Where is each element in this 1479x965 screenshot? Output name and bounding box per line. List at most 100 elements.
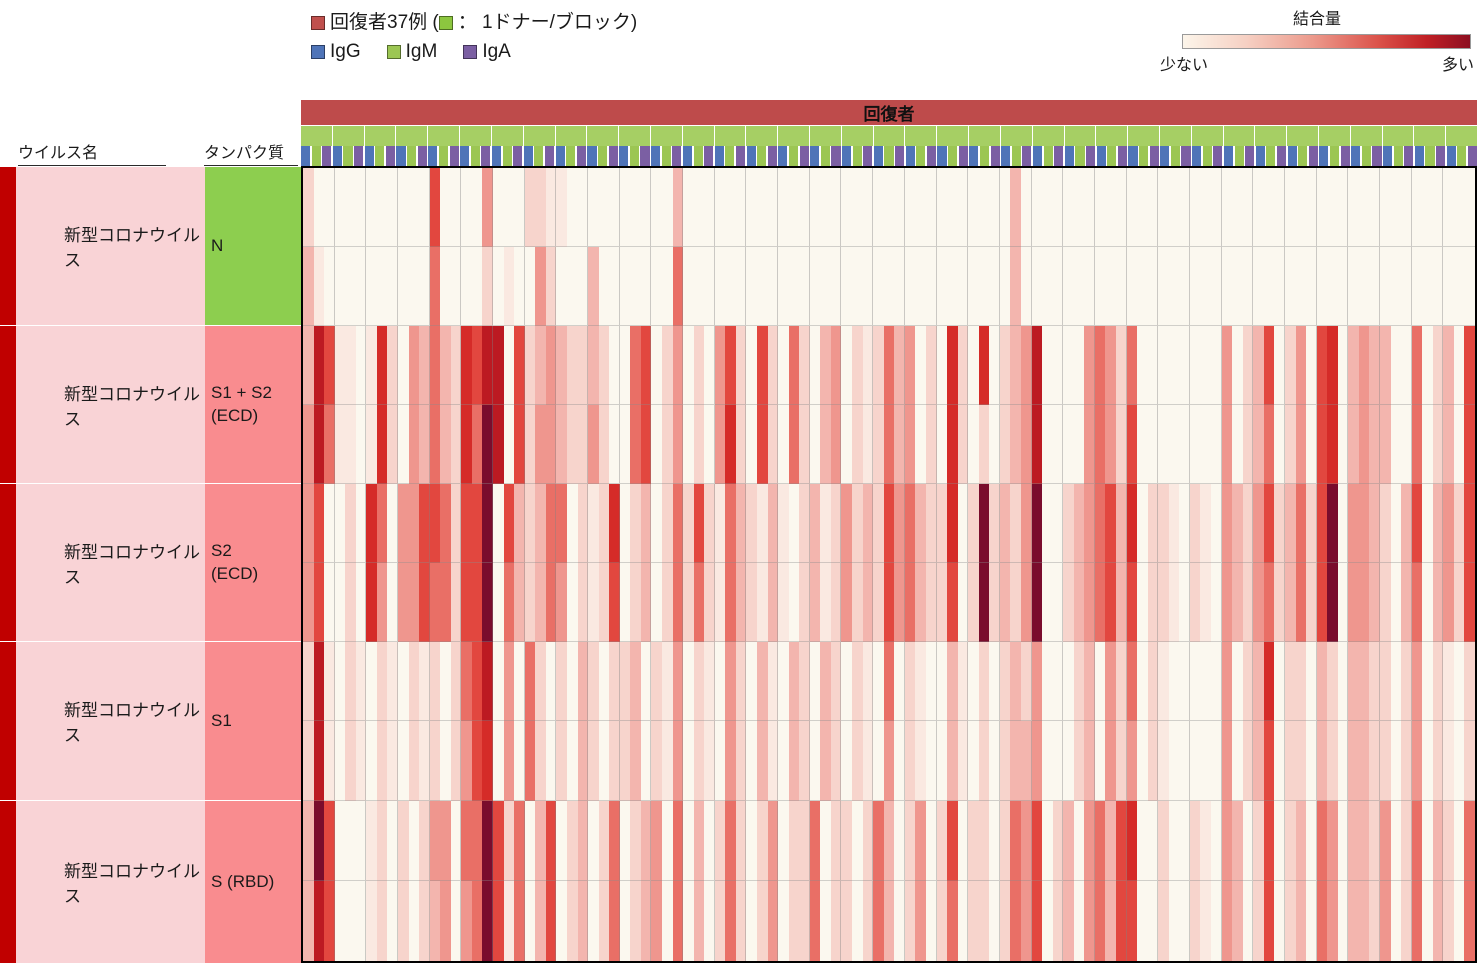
heatmap-cell [757,801,768,881]
heatmap-cell [989,405,1000,484]
heatmap-cell [440,881,451,961]
heatmap-cell [1348,642,1359,721]
heatmap-cell [345,881,356,961]
donor-block [1287,126,1319,146]
heatmap-cell [408,801,420,881]
heatmap-cell [1116,642,1127,721]
heatmap-cell [1094,881,1106,961]
heatmap-cell [387,168,399,247]
heatmap-cell [746,326,758,405]
heatmap-cell [1232,168,1243,247]
heatmap-cell [1358,721,1370,801]
heatmap-cell [957,801,969,881]
heatmap-cell [989,881,1000,961]
igm-column-marker [629,146,639,166]
heatmap-cell [303,405,314,484]
heatmap-cell [883,563,895,642]
heatmap-cell [1211,168,1222,247]
heatmap-cell [493,326,504,405]
heatmap-cell [1390,721,1402,801]
heatmap-cell [661,721,673,801]
heatmap-cell [493,405,504,484]
heatmap-cell [471,168,483,247]
heatmap-cell [820,881,831,961]
igg-column-marker [1383,146,1393,166]
heatmap-cell [1042,326,1053,405]
heatmap-cell [1031,247,1043,326]
heatmap-cell [1295,168,1307,247]
heatmap-cell [778,168,789,247]
heatmap-cell [725,484,736,563]
heatmap-cell [1348,326,1359,405]
heatmap-cell [524,484,536,563]
heatmap-cell [1274,247,1285,326]
heatmap-cell [714,405,726,484]
heatmap-cell [873,721,884,801]
donor-block [555,126,588,146]
igg-column-marker [1064,146,1074,166]
heatmap-cell [757,484,768,563]
heatmap-cell [398,405,409,484]
heatmap-cell [1411,801,1423,881]
igm-column-marker [343,146,353,166]
row-s1: 新型コロナウイルス S1 [0,642,301,801]
heatmap-cell [577,721,589,801]
heatmap-cell [683,721,694,801]
heatmap-cell [1020,168,1032,247]
heatmap-cell [1263,563,1275,642]
heatmap-cell [1010,326,1021,405]
heatmap-cell [862,168,874,247]
heatmap-cell [1401,563,1412,642]
heatmap-cell [1084,642,1095,721]
heatmap-cell [862,881,874,961]
heatmap-cell [1200,168,1212,247]
heatmap-cell [852,247,863,326]
heatmap-cell [1284,563,1296,642]
virus-name: 新型コロナウイルス [64,226,200,270]
heatmap-cell [1253,881,1264,961]
heatmap-cell [1020,405,1032,484]
heatmap-cell [1316,247,1328,326]
heatmap-cell [904,168,916,247]
heatmap-cell [588,801,599,881]
heatmap-cell [440,563,451,642]
heatmap-cell [672,168,684,247]
heatmap-cell [1158,326,1169,405]
heatmap-cell [1084,801,1095,881]
heatmap-cell [1158,168,1169,247]
donor-block [746,126,779,146]
heatmap-cell [714,168,726,247]
heatmap-cell [493,642,504,721]
heatmap-cell [925,484,937,563]
donor-block [1000,126,1033,146]
heatmap-cell [651,642,662,721]
virus-strip [0,642,16,800]
heatmap-cell [471,405,483,484]
heatmap-cell [1327,168,1338,247]
heatmap-cell [1443,801,1454,881]
heatmap-cell [440,405,451,484]
iga-column-marker [385,146,395,166]
igg-column-marker [1096,146,1106,166]
heatmap-cell [1116,801,1127,881]
donor-swatch-icon [438,15,453,30]
heatmap-cell [714,484,726,563]
heatmap-cell [1369,326,1380,405]
heatmap-cell [1105,563,1116,642]
heatmap-cell [1337,721,1349,801]
donor-block [1414,126,1447,146]
heatmap-cell [1126,721,1138,801]
heatmap-cell [725,642,736,721]
heatmap-cell [1116,563,1127,642]
heatmap-cell [1337,801,1349,881]
heatmap-cell [1010,642,1021,721]
heatmap-cell [324,326,335,405]
heatmap-cell [704,247,715,326]
protein-label: S1 + S2 (ECD) [211,382,272,425]
iga-column-marker [767,146,777,166]
heatmap-cell [493,801,504,881]
heatmap-cell [1063,721,1074,801]
heatmap-cell [947,642,958,721]
heatmap-cell [630,721,641,801]
heatmap-cell [1432,801,1444,881]
